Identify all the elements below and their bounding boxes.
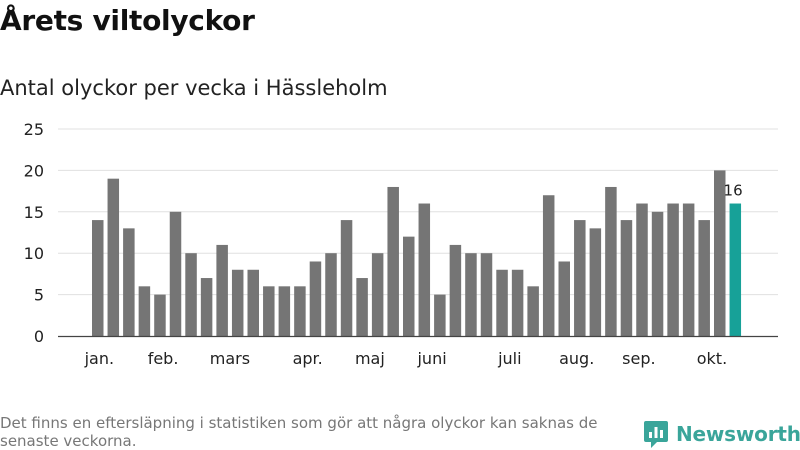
bar (169, 211, 182, 336)
bar (309, 261, 322, 336)
bar (247, 269, 259, 336)
data-label: 16 (724, 182, 743, 200)
bar (387, 186, 399, 336)
x-tick-label: okt. (697, 349, 727, 368)
chart-subtitle: Antal olyckor per vecka i Hässleholm (0, 76, 388, 100)
bar (574, 220, 586, 336)
bar (511, 269, 524, 336)
bar (123, 228, 135, 336)
x-tick-label: jan. (84, 349, 114, 368)
y-tick-label: 10 (24, 244, 44, 263)
bar (434, 294, 446, 336)
bar (340, 220, 353, 336)
x-tick-label: maj (355, 349, 385, 368)
bar (200, 278, 213, 336)
bar (92, 220, 104, 336)
bar (651, 211, 664, 336)
y-tick-label: 25 (24, 120, 44, 139)
bar (278, 286, 291, 336)
bar-chart: 0 5 10 15 20 25 16 jan. feb. mars apr. maj juni juli a… (24, 120, 778, 368)
x-tick-label: feb. (148, 349, 179, 368)
bar (589, 228, 602, 336)
bar (636, 203, 648, 336)
x-tick-label: apr. (293, 349, 323, 368)
y-tick-label: 0 (34, 327, 44, 346)
chart-title: Årets viltolyckor (0, 4, 255, 37)
bar (325, 253, 337, 336)
x-tick-label: aug. (559, 349, 594, 368)
bar (107, 178, 120, 336)
bar (605, 186, 617, 336)
y-tick-label: 20 (24, 161, 44, 180)
bar (558, 261, 570, 336)
x-tick-label: sep. (622, 349, 655, 368)
bar (527, 286, 539, 336)
bar (356, 278, 368, 336)
bar-highlight (729, 203, 742, 336)
bar (480, 253, 493, 336)
bar (465, 253, 477, 336)
bar (403, 236, 415, 336)
bar (154, 294, 166, 336)
bar (263, 286, 275, 336)
bar (667, 203, 679, 336)
bar (216, 244, 228, 336)
brand-name: Newsworthy (676, 422, 800, 446)
x-tick-label: juli (497, 349, 521, 368)
bar (698, 220, 710, 336)
y-tick-label: 15 (24, 203, 44, 222)
bar (294, 286, 306, 336)
bar (620, 220, 633, 336)
bar (449, 244, 462, 336)
x-tick-label: juni (416, 349, 446, 368)
bar (185, 253, 197, 336)
bar (138, 286, 151, 336)
y-tick-label: 5 (34, 286, 44, 305)
bar (714, 170, 726, 336)
newsworthy-logo: Newsworthy (644, 418, 800, 450)
bar (371, 253, 384, 336)
bar-chart-logo-icon (644, 421, 668, 448)
bar (231, 269, 244, 336)
x-tick-label: mars (210, 349, 250, 368)
bar (418, 203, 431, 336)
bar (542, 195, 555, 336)
bar (496, 269, 508, 336)
bar (682, 203, 695, 336)
footnote: Det finns en eftersläpning i statistiken… (0, 414, 598, 450)
